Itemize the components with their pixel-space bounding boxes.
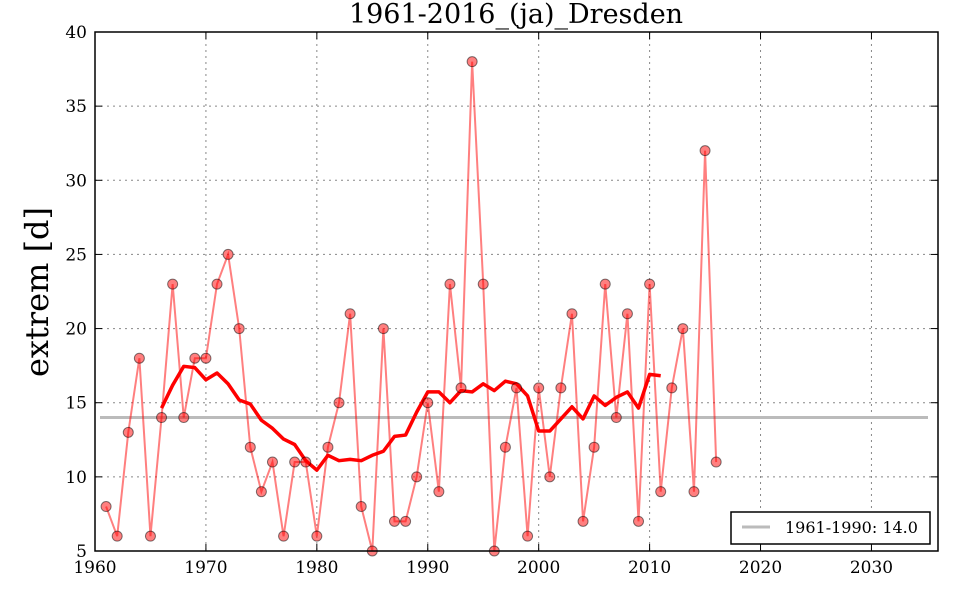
x-tick-label: 2000 [517, 558, 560, 578]
data-point [666, 382, 678, 394]
y-tick-label: 40 [65, 23, 87, 43]
data-point [477, 278, 489, 290]
data-point [444, 278, 456, 290]
data-point [122, 426, 134, 438]
data-point [677, 323, 689, 335]
data-point [156, 412, 168, 424]
data-point [133, 352, 145, 364]
y-tick-label: 15 [65, 394, 87, 414]
data-point [610, 412, 622, 424]
data-point [566, 308, 578, 320]
plot-marks [100, 56, 928, 557]
data-point [433, 486, 445, 498]
y-tick-label: 10 [65, 468, 87, 488]
data-point [710, 456, 722, 468]
data-point [699, 145, 711, 157]
data-point [633, 515, 645, 527]
data-point [355, 501, 367, 513]
data-point [555, 382, 567, 394]
data-point [222, 248, 234, 260]
x-tick-label: 1980 [295, 558, 338, 578]
data-point [211, 278, 223, 290]
data-point [167, 278, 179, 290]
data-point [511, 382, 522, 394]
data-point [233, 323, 245, 335]
data-point [144, 530, 156, 542]
data-point [333, 397, 345, 409]
data-point [655, 486, 667, 498]
y-tick-label: 25 [65, 245, 87, 265]
chart-title: 1961-2016_(ja)_Dresden [349, 0, 683, 30]
data-point [244, 441, 256, 453]
data-point [422, 397, 434, 409]
data-point [322, 441, 334, 453]
y-axis-label: extrem [d] [18, 207, 56, 377]
data-point [466, 56, 478, 68]
gridlines [94, 31, 938, 552]
legend-label-baseline: 1961-1990: 14.0 [785, 518, 918, 537]
data-point [621, 308, 633, 320]
x-tick-label: 2030 [850, 558, 893, 578]
data-point [200, 352, 212, 364]
data-point [533, 382, 545, 394]
data-point [300, 456, 312, 468]
data-point [289, 456, 301, 468]
data-point [455, 382, 467, 394]
data-point [111, 530, 123, 542]
data-point [411, 471, 423, 483]
x-tick-label: 1970 [184, 558, 227, 578]
data-point [100, 501, 112, 513]
data-point [522, 530, 534, 542]
plot-frame [94, 31, 939, 552]
annual-series-line [105, 61, 718, 552]
data-point [189, 352, 201, 364]
data-point [644, 278, 656, 290]
y-tick-label: 30 [65, 171, 87, 191]
data-point [577, 515, 589, 527]
x-tick-label: 2010 [628, 558, 671, 578]
data-point [311, 530, 323, 542]
data-point [388, 515, 400, 527]
x-tick-label: 1960 [73, 558, 116, 578]
data-point [278, 530, 290, 542]
data-point [344, 308, 356, 320]
data-point [178, 412, 190, 424]
data-point [266, 456, 278, 468]
running-mean-line [159, 364, 661, 472]
data-point [688, 486, 700, 498]
y-tick-label: 35 [65, 97, 87, 117]
data-point [599, 278, 611, 290]
data-point [588, 441, 600, 453]
legend: 1961-1990: 14.0 [730, 511, 931, 545]
x-tick-label: 2020 [739, 558, 782, 578]
data-point [499, 441, 511, 453]
axis-ticks: 1960 1970 1980 1990 2000 2010 2020 2030 5 10 15 20 2… [65, 23, 938, 578]
y-tick-label: 20 [65, 320, 87, 340]
data-point [544, 471, 556, 483]
y-tick-label: 5 [76, 542, 87, 562]
data-point [400, 515, 412, 527]
data-point [377, 323, 389, 335]
data-point [255, 486, 267, 498]
x-tick-label: 1990 [406, 558, 449, 578]
